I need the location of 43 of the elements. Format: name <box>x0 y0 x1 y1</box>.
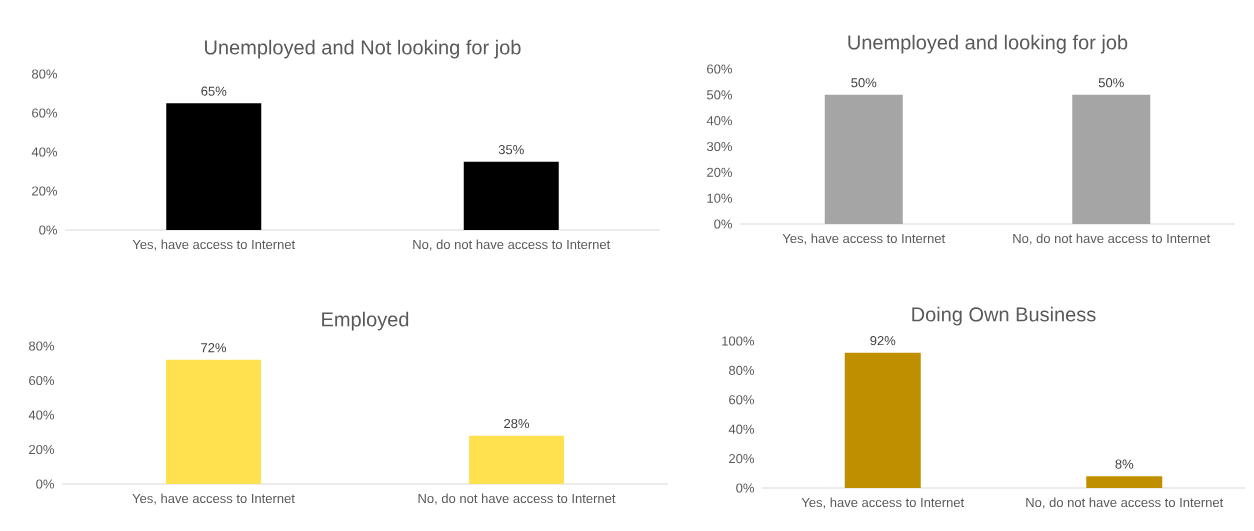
y-tick-label: 30% <box>706 141 733 152</box>
y-tick-label: 60% <box>707 64 733 74</box>
y-tick-label: 40% <box>728 424 755 434</box>
data-label: 28% <box>504 418 530 429</box>
y-tick-label: 100% <box>722 336 755 346</box>
y-tick-label: 0% <box>39 225 58 235</box>
y-tick-label: 40% <box>706 116 733 126</box>
y-tick-label: 60% <box>729 395 755 405</box>
y-tick-label: 20% <box>29 444 55 455</box>
x-tick-label: No, do not have access to Internet <box>418 493 616 505</box>
y-tick-label: 40% <box>28 410 55 420</box>
data-label: 92% <box>870 336 896 346</box>
chart-title: Unemployed and Not looking for job <box>205 39 521 59</box>
data-label: 35% <box>498 145 524 155</box>
data-label: 72% <box>201 343 227 353</box>
y-tick-label: 20% <box>32 186 58 196</box>
x-tick-label: No, do not have access to Internet <box>1013 233 1211 245</box>
x-tick-label: Yes, have access to Internet <box>132 239 296 251</box>
chart-title: Employed <box>322 311 409 331</box>
y-tick-label: 80% <box>29 341 55 351</box>
y-tick-label: 10% <box>707 193 733 203</box>
x-tick-label: No, do not have access to Internet <box>1026 497 1224 509</box>
y-tick-label: 20% <box>729 453 755 464</box>
x-tick-label: Yes, have access to Internet <box>132 493 295 505</box>
y-tick-label: 0% <box>736 483 755 493</box>
x-tick-label: Yes, have access to Internet <box>801 497 965 509</box>
y-tick-label: 0% <box>36 479 55 489</box>
x-tick-label: No, do not have access to Internet <box>413 239 611 251</box>
chart-title: Doing Own Business <box>912 306 1096 326</box>
data-label: 50% <box>851 78 877 88</box>
data-label: 50% <box>1098 78 1124 88</box>
y-tick-label: 50% <box>706 90 733 100</box>
x-tick-label: Yes, have access to Internet <box>782 233 946 245</box>
chart-title: Unemployed and looking for job <box>848 34 1128 54</box>
y-tick-label: 60% <box>32 108 58 118</box>
y-tick-label: 0% <box>714 219 733 229</box>
y-tick-label: 80% <box>32 69 58 79</box>
y-tick-label: 80% <box>729 365 755 375</box>
data-label: 65% <box>201 86 227 96</box>
y-tick-label: 60% <box>29 375 55 386</box>
y-tick-label: 40% <box>31 147 58 157</box>
data-label: 8% <box>1115 459 1134 469</box>
y-tick-label: 20% <box>707 167 733 177</box>
